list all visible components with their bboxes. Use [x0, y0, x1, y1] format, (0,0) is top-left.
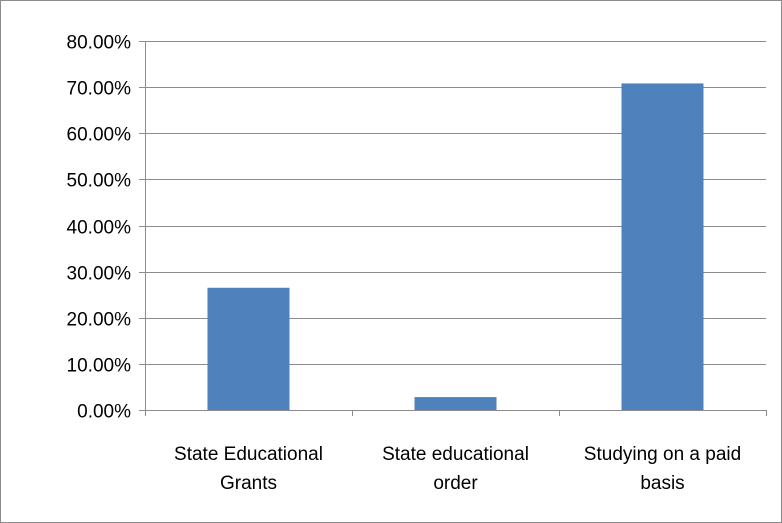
y-axis-tick-labels: 0.00% 10.00% 20.00% 30.00% 40.00% 50.00% 60.00… — [67, 33, 132, 423]
y-tick-label: 60.00% — [67, 125, 132, 146]
x-category-label-line: State educational — [382, 444, 529, 465]
x-category-label-line: basis — [640, 473, 684, 494]
y-tick-label: 30.00% — [67, 264, 132, 285]
x-category-label-line: order — [433, 473, 478, 494]
x-category-label: State Educational Grants — [174, 444, 323, 494]
y-tick-label: 80.00% — [67, 33, 132, 54]
x-category-label-line: Grants — [220, 473, 277, 494]
axes — [139, 41, 767, 416]
y-tick-label: 10.00% — [67, 356, 132, 377]
y-tick-label: 20.00% — [67, 310, 132, 331]
bar — [414, 397, 497, 410]
y-tick-label: 50.00% — [67, 171, 132, 192]
bar — [207, 287, 290, 410]
x-category-label-line: State Educational — [174, 444, 323, 465]
y-tick-label: 0.00% — [77, 402, 131, 423]
x-axis-category-labels: State Educational Grants State educational… — [174, 444, 741, 494]
x-category-label-line: Studying on a paid — [584, 444, 741, 465]
bar — [621, 83, 704, 410]
x-category-label: State educational order — [382, 444, 529, 494]
y-tick-label: 40.00% — [67, 218, 132, 239]
bars — [207, 83, 704, 410]
y-tick-label: 70.00% — [67, 79, 132, 100]
x-category-label: Studying on a paid basis — [584, 444, 741, 494]
